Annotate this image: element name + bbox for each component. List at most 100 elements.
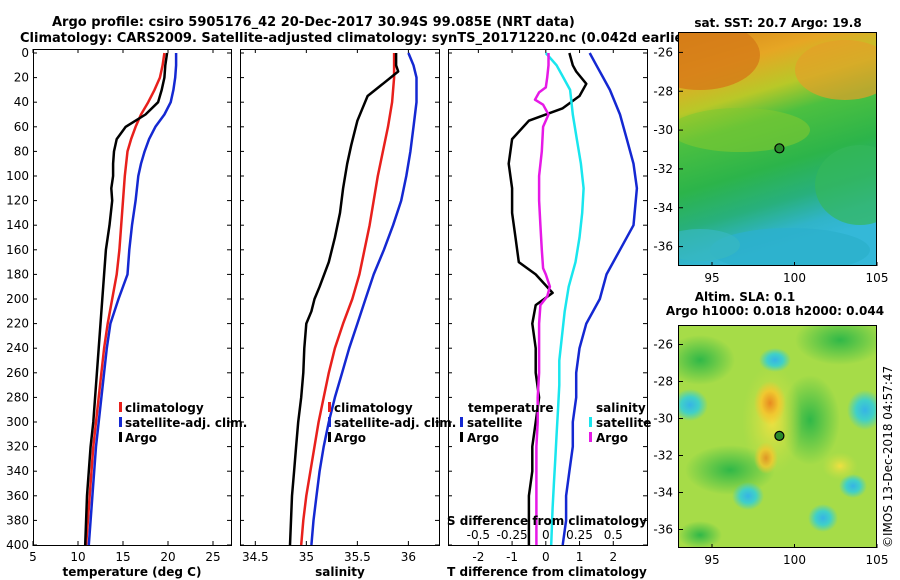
- depth-tick-label: 300: [6, 415, 29, 429]
- x-tick-label: 35: [299, 550, 314, 564]
- temperature-xlabel: temperature (deg C): [63, 565, 202, 579]
- depth-tick-label: 140: [6, 218, 29, 232]
- map-y-tick-label: -30: [653, 412, 673, 426]
- salinity-panel-frame: [240, 49, 440, 546]
- salinity-legend: climatology satellite-adj. clim. Argo: [328, 401, 456, 445]
- sst-map-frame: [678, 32, 877, 266]
- series-line-argo: [83, 52, 169, 546]
- x-tick-label: -1: [506, 550, 518, 564]
- legend-swatch-argo: [119, 432, 122, 442]
- sla-map-title: Altim. SLA: 0.1: [695, 290, 796, 304]
- map-x-tick-label: 105: [866, 553, 889, 567]
- map-y-tick-label: -32: [653, 162, 673, 176]
- difference-legend: temperature satellite Argo salinity sate…: [460, 401, 651, 445]
- series-line-satellite-adj-clim-: [310, 52, 418, 546]
- depth-tick-label: 60: [14, 120, 29, 134]
- depth-tick-label: 80: [14, 144, 29, 158]
- depth-axis-labels: 0 20 40 60 80 100 120 140 160 180 200 220 240 260 280 3…: [6, 46, 29, 552]
- depth-tick-label: 260: [6, 366, 29, 380]
- s-diff-tick-label: -0.5: [467, 528, 490, 542]
- x-tick-label: 25: [205, 550, 220, 564]
- legend-title-temperature: temperature: [468, 401, 553, 415]
- series-line-climatology: [84, 52, 166, 546]
- map-y-tick-label: -34: [653, 201, 673, 215]
- s-diff-tick-label: 0: [542, 528, 550, 542]
- x-tick-label: 36: [401, 550, 416, 564]
- x-tick-label: 20: [160, 550, 175, 564]
- x-tick-label: 34.5: [242, 550, 269, 564]
- series-line-argo: [288, 53, 400, 546]
- legend-swatch-climatology: [328, 402, 331, 412]
- depth-tick-label: 180: [6, 267, 29, 281]
- x-tick-label: -2: [472, 550, 484, 564]
- legend-swatch-s-argo: [589, 432, 592, 442]
- legend-label-satellite: satellite-adj. clim.: [125, 416, 247, 430]
- sla-map-axes: 95 100 105 -26 -28 -30 -32 -34 -36: [653, 338, 888, 568]
- s-diff-tick-label: -0.25: [497, 528, 528, 542]
- legend-label-s-argo: Argo: [596, 431, 628, 445]
- x-tick-label: 15: [115, 550, 130, 564]
- temperature-plot: 5 10 15 20 25: [29, 49, 231, 564]
- x-tick-label: 35.5: [344, 550, 371, 564]
- depth-tick-label: 120: [6, 194, 29, 208]
- map-x-tick-label: 105: [866, 271, 889, 285]
- sla-map-frame: [678, 325, 877, 548]
- series-line-temperature-satellite: [561, 52, 639, 546]
- sst-argo-marker: [774, 143, 785, 154]
- temperature-panel-frame: [33, 49, 232, 546]
- depth-tick-label: 20: [14, 71, 29, 85]
- sst-map-axes: 95 100 105 -26 -28 -30 -32 -34 -36: [653, 45, 888, 285]
- legend-swatch-satellite: [119, 417, 122, 427]
- depth-tick-label: 40: [14, 95, 29, 109]
- header-title-line1: Argo profile: csiro 5905176_42 20-Dec-20…: [52, 15, 575, 30]
- sst-map-title: sat. SST: 20.7 Argo: 19.8: [694, 16, 861, 30]
- series-line-salinity-argo: [533, 53, 552, 545]
- x-tick-label: 1: [576, 550, 584, 564]
- map-x-tick-label: 95: [704, 271, 719, 285]
- x-tick-label: 5: [29, 550, 37, 564]
- depth-tick-label: 100: [6, 169, 29, 183]
- legend-swatch-s-satellite: [589, 417, 592, 427]
- map-y-tick-label: -28: [653, 375, 673, 389]
- legend-swatch-t-satellite: [460, 417, 463, 427]
- series-line-satellite-adj-clim-: [87, 53, 178, 546]
- depth-tick-label: 0: [21, 46, 29, 60]
- legend-label-satellite: satellite-adj. clim.: [334, 416, 456, 430]
- legend-label-s-satellite: satellite: [596, 416, 651, 430]
- map-y-tick-label: -26: [653, 45, 673, 59]
- depth-tick-label: 200: [6, 292, 29, 306]
- header-title-line2: Climatology: CARS2009. Satellite-adjuste…: [20, 31, 696, 46]
- map-y-tick-label: -36: [653, 523, 673, 537]
- legend-label-argo: Argo: [125, 431, 157, 445]
- sla-map-subtitle: Argo h1000: 0.018 h2000: 0.044: [666, 304, 884, 318]
- difference-plot: -2 -1 0 1 2 -0.5 -0.25 0 0.25 0.5: [448, 49, 647, 564]
- x-tick-label: 0: [542, 550, 550, 564]
- series-line-climatology: [299, 53, 396, 546]
- series-line-temperature-argo: [507, 52, 588, 545]
- legend-swatch-t-argo: [460, 432, 463, 442]
- legend-swatch-climatology: [119, 402, 122, 412]
- x-tick-label: 2: [609, 550, 617, 564]
- legend-label-climatology: climatology: [334, 401, 413, 415]
- difference-top-label: S difference from climatology: [447, 514, 647, 528]
- map-x-tick-label: 100: [783, 553, 806, 567]
- legend-label-argo: Argo: [334, 431, 366, 445]
- depth-tick-label: 160: [6, 243, 29, 257]
- map-x-tick-label: 100: [783, 271, 806, 285]
- map-y-tick-label: -30: [653, 123, 673, 137]
- temperature-legend: climatology satellite-adj. clim. Argo: [119, 401, 247, 445]
- difference-panel-frame: [448, 49, 648, 546]
- depth-tick-label: 340: [6, 464, 29, 478]
- depth-tick-label: 320: [6, 440, 29, 454]
- imos-watermark: ©IMOS 13-Dec-2018 04:57:47: [881, 366, 895, 548]
- map-y-tick-label: -36: [653, 240, 673, 254]
- legend-label-climatology: climatology: [125, 401, 204, 415]
- salinity-plot: 34.5 35 35.5 36: [240, 49, 439, 564]
- difference-xlabel: T difference from climatology: [447, 565, 647, 579]
- s-diff-tick-label: 0.25: [566, 528, 593, 542]
- map-y-tick-label: -26: [653, 338, 673, 352]
- sla-argo-marker: [774, 430, 785, 441]
- legend-title-salinity: salinity: [596, 401, 646, 415]
- depth-tick-label: 360: [6, 489, 29, 503]
